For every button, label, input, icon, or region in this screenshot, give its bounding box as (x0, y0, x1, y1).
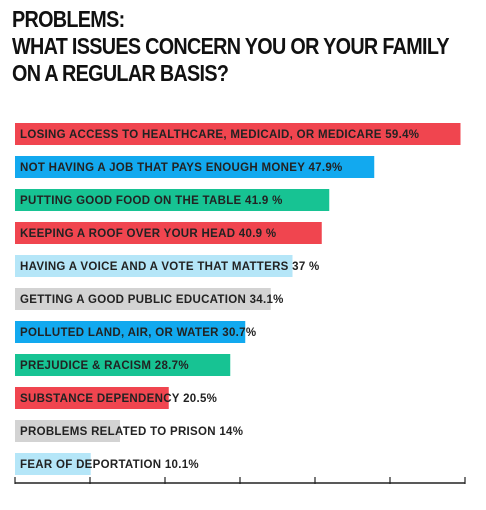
bar-label-9: SUBSTANCE DEPENDENCY 20.5% (20, 393, 217, 405)
bar-label-3: PUTTING GOOD FOOD ON THE TABLE 41.9 % (20, 195, 283, 207)
bar-label-7: POLLUTED LAND, AIR, OR WATER 30.7% (20, 327, 256, 339)
bar-11 (15, 453, 91, 475)
bar-label-2: NOT HAVING A JOB THAT PAYS ENOUGH MONEY … (20, 162, 343, 174)
title-line-2: WHAT ISSUES CONCERN YOU OR YOUR FAMILY (12, 33, 450, 59)
bar-10 (15, 420, 120, 442)
bar-5 (15, 255, 293, 277)
bar-9 (15, 387, 169, 409)
bar-label-4: KEEPING A ROOF OVER YOUR HEAD 40.9 % (20, 228, 276, 240)
bar-label-11: FEAR OF DEPORTATION 10.1% (20, 459, 199, 471)
bar-label-10: PROBLEMS RELATED TO PRISON 14% (20, 426, 243, 438)
bar-label-8: PREJUDICE & RACISM 28.7% (20, 360, 189, 372)
bar-4 (15, 222, 322, 244)
bar-label-5: HAVING A VOICE AND A VOTE THAT MATTERS 3… (20, 261, 320, 273)
title-line-3: ON A REGULAR BASIS? (12, 60, 229, 86)
bar-label-6: GETTING A GOOD PUBLIC EDUCATION 34.1% (20, 294, 284, 306)
bar-7 (15, 321, 246, 343)
title-line-1: PROBLEMS: (12, 6, 125, 32)
chart-title: PROBLEMS: WHAT ISSUES CONCERN YOU OR YOU… (12, 6, 450, 87)
bar-8 (15, 354, 231, 376)
bar-1 (15, 123, 461, 145)
bar-6 (15, 288, 271, 310)
bar-2 (15, 156, 375, 178)
bar-label-1: LOSING ACCESS TO HEALTHCARE, MEDICAID, O… (20, 129, 419, 141)
bar-3 (15, 189, 330, 211)
